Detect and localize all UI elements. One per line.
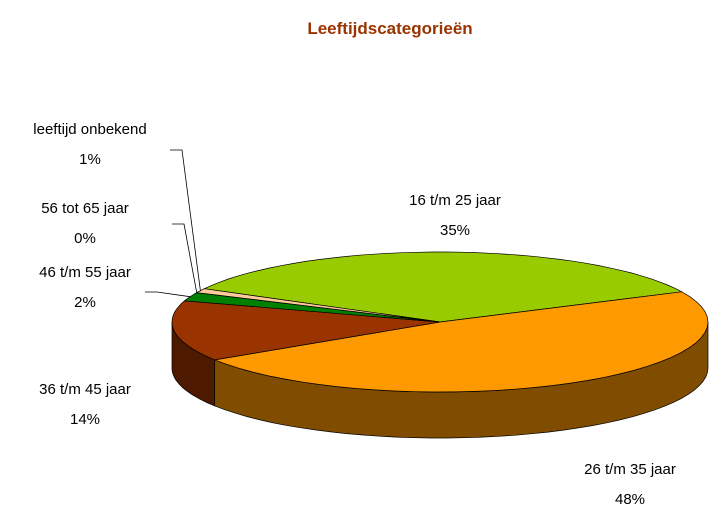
value-label: 2% <box>74 294 96 311</box>
category-label: 26 t/m 35 jaar <box>584 461 676 478</box>
data-label: 16 t/m 25 jaar 35% <box>409 192 501 239</box>
category-label: 36 t/m 45 jaar <box>39 381 131 398</box>
value-label: 48% <box>615 491 645 508</box>
category-label: leeftijd onbekend <box>33 121 146 138</box>
category-label: 56 tot 65 jaar <box>41 200 129 217</box>
data-label: leeftijd onbekend 1% <box>33 121 146 168</box>
value-label: 1% <box>79 151 101 168</box>
leader-line <box>170 149 201 291</box>
leader-line <box>172 223 198 293</box>
data-label: 36 t/m 45 jaar 14% <box>39 381 131 428</box>
data-label: 46 t/m 55 jaar 2% <box>39 264 131 311</box>
chart-title: Leeftijdscategorieën <box>307 19 472 38</box>
leader-line <box>145 291 191 298</box>
pie-slice <box>171 300 441 361</box>
category-label: 46 t/m 55 jaar <box>39 264 131 281</box>
pie-slice <box>203 251 683 323</box>
pie-slice <box>213 291 709 393</box>
value-label: 0% <box>74 230 96 247</box>
category-label: 16 t/m 25 jaar <box>409 192 501 209</box>
value-label: 35% <box>440 222 470 239</box>
data-label: 56 tot 65 jaar 0% <box>41 200 129 247</box>
data-label: 26 t/m 35 jaar 48% <box>584 461 676 508</box>
value-label: 14% <box>70 411 100 428</box>
